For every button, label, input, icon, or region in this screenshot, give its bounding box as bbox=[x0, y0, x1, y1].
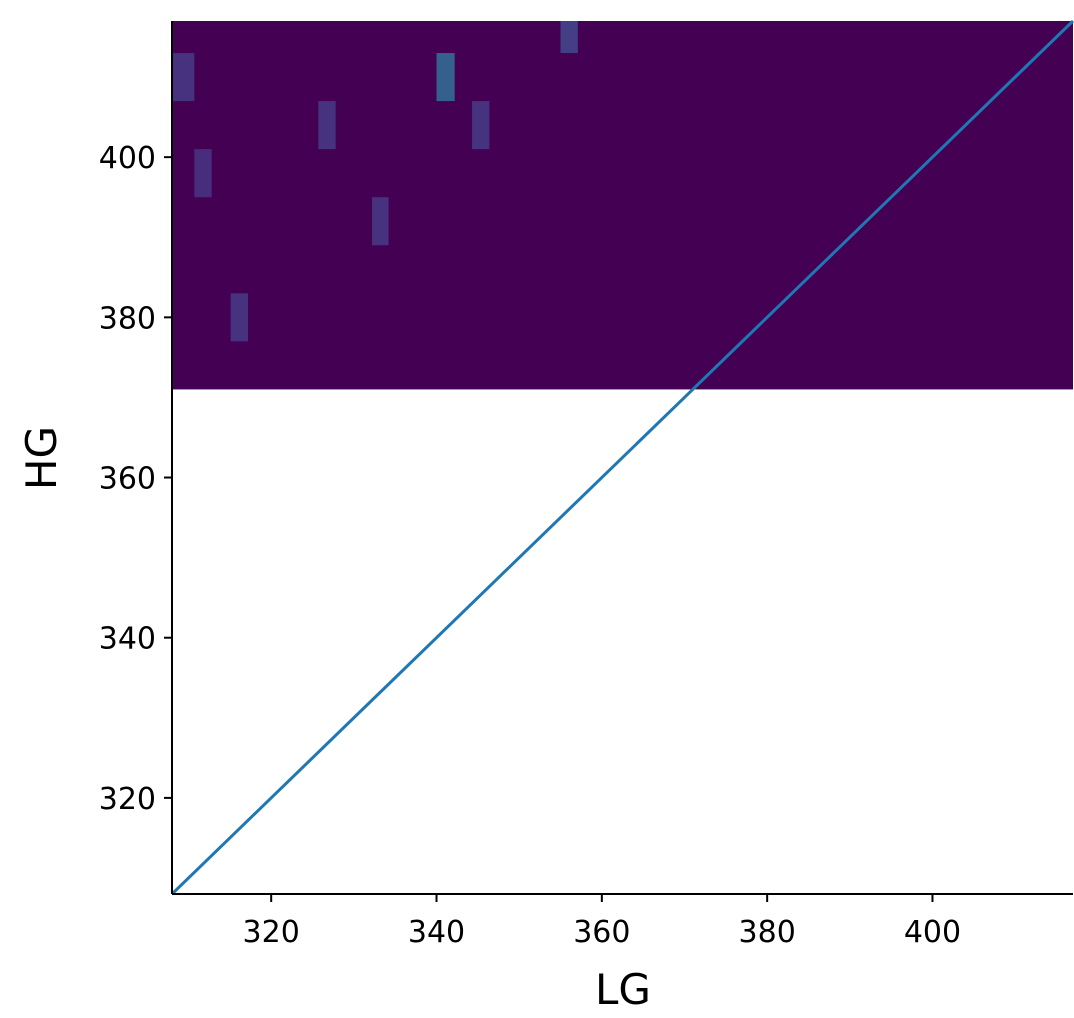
x-tick-label: 340 bbox=[408, 915, 465, 950]
y-tick-label: 380 bbox=[99, 301, 156, 336]
heatmap-cell bbox=[230, 293, 249, 342]
heatmap-cell bbox=[372, 197, 389, 246]
heatmap-cell bbox=[472, 101, 490, 150]
x-tick-label: 400 bbox=[904, 915, 961, 950]
y-tick-label: 320 bbox=[99, 782, 156, 817]
y-tick-label: 360 bbox=[99, 462, 156, 497]
x-tick-label: 320 bbox=[243, 915, 300, 950]
heatmap-cell bbox=[560, 21, 578, 54]
heatmap-cell bbox=[318, 101, 336, 150]
heatmap-cell bbox=[436, 53, 455, 102]
reference-line bbox=[170, 19, 1074, 896]
y-axis-title: HG bbox=[17, 426, 66, 490]
y-tick-label: 400 bbox=[99, 141, 156, 176]
y-tick-label: 340 bbox=[99, 622, 156, 657]
x-tick-label: 360 bbox=[573, 915, 630, 950]
heatmap-background bbox=[172, 21, 1073, 390]
heatmap-layer bbox=[172, 21, 1073, 390]
heatmap-cell bbox=[172, 53, 195, 102]
x-tick-label: 380 bbox=[739, 915, 796, 950]
line-layer bbox=[170, 19, 1074, 896]
axes-layer: 320 340 360 380 400 320 340 360 380 400 bbox=[99, 21, 1073, 950]
x-axis-title: LG bbox=[595, 965, 651, 1014]
heatmap-cell bbox=[194, 149, 212, 198]
